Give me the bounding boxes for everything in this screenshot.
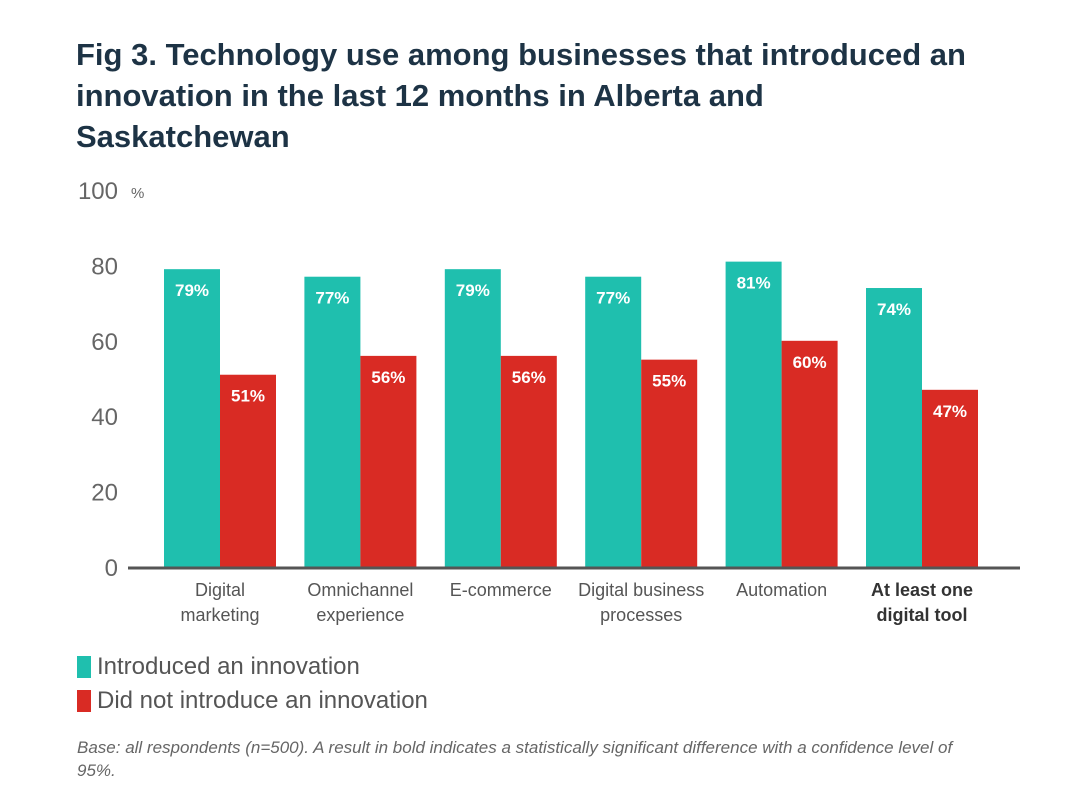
legend-item-not-introduced: Did not introduce an innovation (77, 684, 428, 718)
bar-introduced (866, 288, 922, 567)
x-tick-label: Omnichannel (307, 580, 413, 600)
legend-swatch-red (77, 690, 91, 712)
legend-swatch-teal (77, 656, 91, 678)
bar-not-introduced (641, 359, 698, 567)
x-tick-label: Digital (195, 580, 245, 600)
y-tick-label: 0 (105, 555, 118, 582)
data-label: 74% (877, 300, 911, 319)
y-tick-label: 20 (91, 480, 118, 507)
chart-title: Fig 3. Technology use among businesses t… (76, 37, 966, 154)
legend-label: Did not introduce an innovation (97, 687, 428, 714)
x-tick-label: processes (600, 605, 682, 625)
data-label: 51% (231, 387, 265, 406)
data-label: 55% (652, 372, 686, 391)
bar-not-introduced (500, 355, 557, 567)
data-label: 60% (793, 353, 827, 372)
legend-label: Introduced an innovation (97, 653, 360, 680)
data-label: 56% (371, 368, 405, 387)
data-label: 79% (175, 281, 209, 300)
bar-chart: 0 20 40 60 80 100 % 79% 51% Digital marketing 77% 56… (78, 178, 1020, 625)
x-tick-label: experience (316, 605, 404, 625)
data-label: 77% (596, 289, 630, 308)
bar-introduced (725, 261, 782, 567)
footnote: Base: all respondents (n=500). A result … (77, 738, 953, 780)
y-tick-label: 80 (91, 253, 118, 280)
y-tick-label: 60 (91, 329, 118, 356)
data-label: 47% (933, 402, 967, 421)
x-tick-label: E-commerce (450, 580, 552, 600)
bar-not-introduced (781, 340, 838, 567)
x-tick-label: Digital business (578, 580, 704, 600)
bar-not-introduced (220, 374, 276, 567)
x-tick-label: digital tool (877, 605, 968, 625)
legend-item-introduced: Introduced an innovation (77, 650, 428, 684)
legend: Introduced an innovation Did not introdu… (77, 650, 428, 718)
y-tick-label: 40 (91, 404, 118, 431)
y-tick-label: 100 (78, 178, 118, 205)
data-label: 79% (456, 281, 490, 300)
data-label: 81% (737, 274, 771, 293)
data-label: 77% (315, 289, 349, 308)
data-label: 56% (512, 368, 546, 387)
bar-introduced (164, 269, 220, 567)
bar-introduced (444, 269, 501, 567)
bar-introduced (304, 276, 361, 567)
x-tick-label: Automation (736, 580, 827, 600)
x-tick-label: At least one (871, 580, 973, 600)
bar-introduced (585, 276, 642, 567)
bar-not-introduced (922, 389, 978, 567)
bar-not-introduced (360, 355, 417, 567)
y-unit-label: % (131, 185, 144, 202)
x-tick-label: marketing (180, 605, 259, 625)
